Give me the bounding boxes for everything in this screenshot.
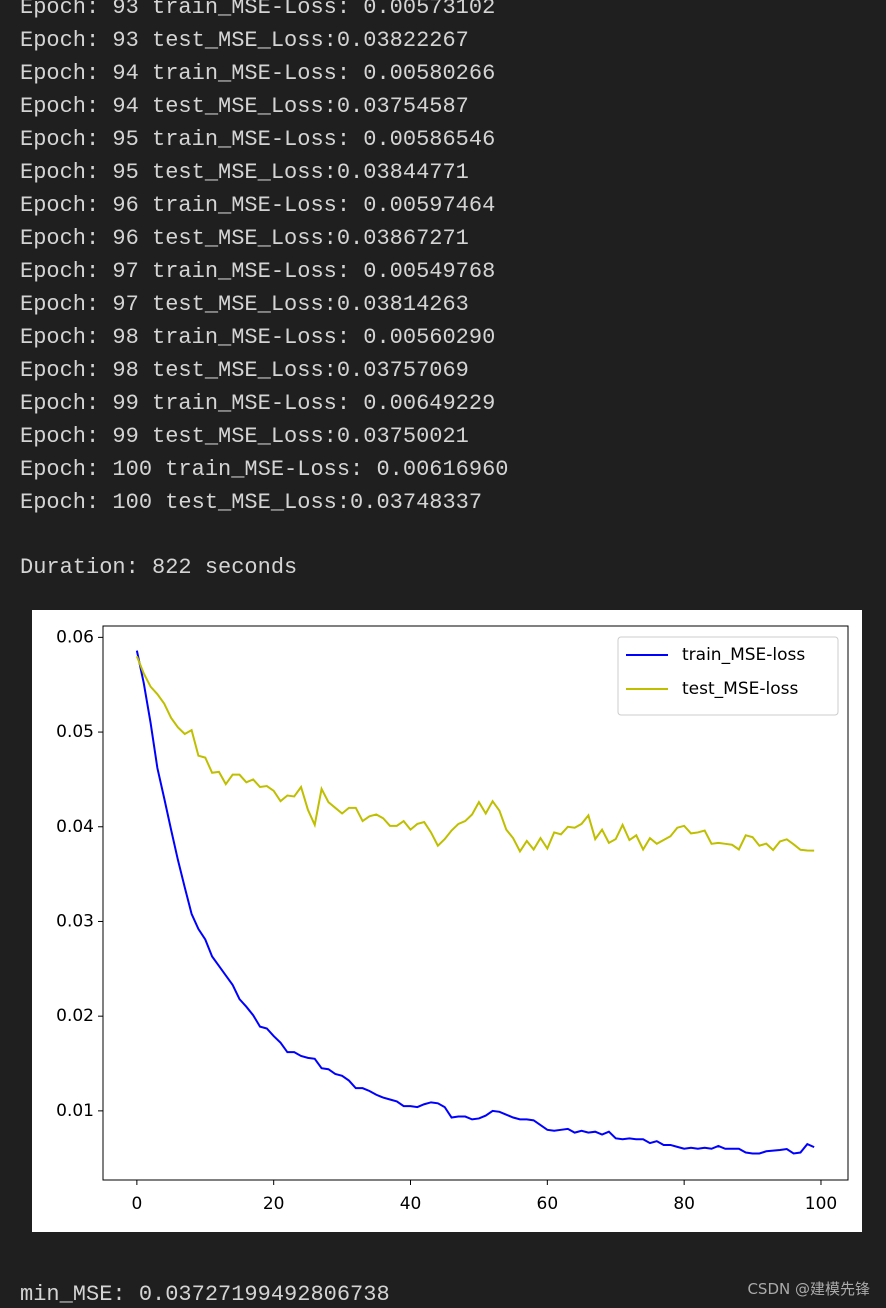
series-line [135,650,815,1155]
y-tick-label: 0.04 [56,817,94,837]
x-tick-label: 60 [537,1194,559,1214]
log-line: Epoch: 94 train_MSE-Loss: 0.00580266 [20,61,496,86]
y-tick-label: 0.01 [56,1101,94,1121]
legend-label: train_MSE-loss [682,645,805,665]
duration: Duration: 822 seconds [20,555,298,580]
axes-frame [102,625,849,1181]
log-line: Epoch: 100 train_MSE-Loss: 0.00616960 [20,457,509,482]
x-tick-label: 20 [263,1194,285,1214]
x-tick-label: 100 [805,1194,837,1214]
watermark: CSDN @建模先锋 [747,1280,870,1298]
log-line: Epoch: 98 test_MSE_Loss:0.03757069 [20,358,469,383]
log-line: Epoch: 93 train_MSE-Loss: 0.00573102 [20,0,496,20]
x-tick-label: 80 [673,1194,695,1214]
log-line: Epoch: 97 test_MSE_Loss:0.03814263 [20,292,469,317]
log-line: Epoch: 97 train_MSE-Loss: 0.00549768 [20,259,496,284]
log-line: Epoch: 95 test_MSE_Loss:0.03844771 [20,160,469,185]
log-line: Epoch: 96 train_MSE-Loss: 0.00597464 [20,193,496,218]
log-line: Epoch: 95 train_MSE-Loss: 0.00586546 [20,127,496,152]
series-line [135,655,815,854]
log-line: Epoch: 99 test_MSE_Loss:0.03750021 [20,424,469,449]
y-tick-label: 0.05 [56,722,94,742]
log-line: Epoch: 99 train_MSE-Loss: 0.00649229 [20,391,496,416]
legend-box [617,636,839,716]
log-line: Epoch: 98 train_MSE-Loss: 0.00560290 [20,325,496,350]
x-tick-label: 0 [131,1194,142,1214]
y-tick-label: 0.03 [56,911,94,931]
x-tick-label: 40 [400,1194,422,1214]
log-line: Epoch: 94 test_MSE_Loss:0.03754587 [20,94,469,119]
y-tick-label: 0.02 [56,1006,94,1026]
log-line: Epoch: 100 test_MSE_Loss:0.03748337 [20,490,483,515]
y-tick-label: 0.06 [56,627,94,647]
log-line: Epoch: 96 test_MSE_Loss:0.03867271 [20,226,469,251]
result: min_MSE: 0.03727199492806738 [20,1282,390,1307]
chart: 0 20 40 60 80 100 0.01 0.02 0.03 0.04 0.05 0.06 trai… [32,610,862,1232]
log-line: Epoch: 93 test_MSE_Loss:0.03822267 [20,28,469,53]
legend-label: test_MSE-loss [682,679,798,699]
